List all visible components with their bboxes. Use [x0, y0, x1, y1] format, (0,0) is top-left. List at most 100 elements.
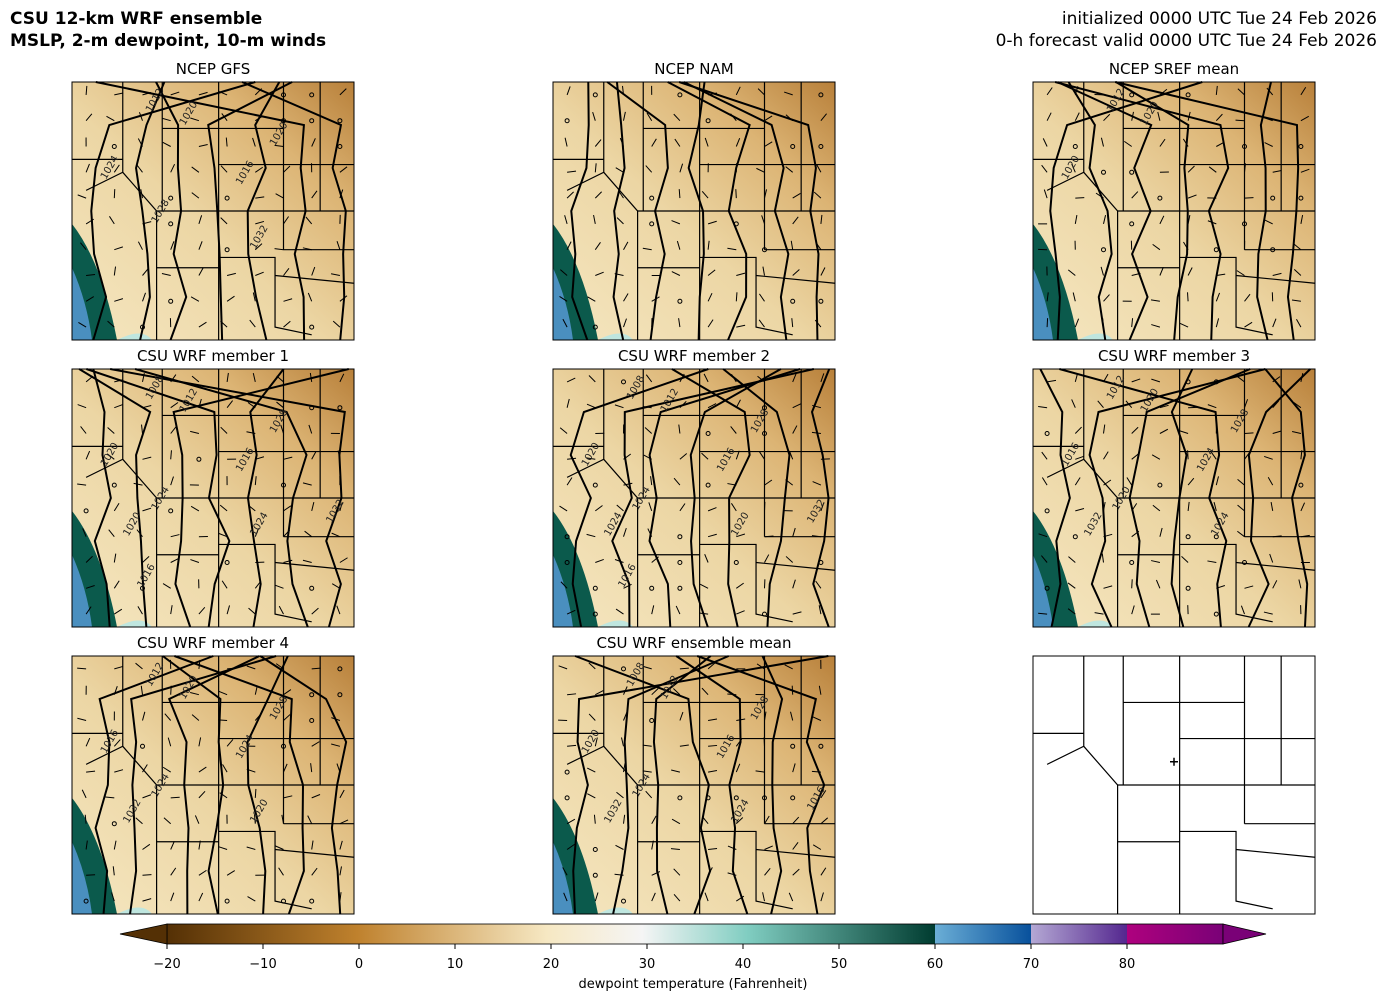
- calm-wind: [1213, 611, 1219, 617]
- calm-wind: [224, 195, 230, 201]
- wind-barb: [304, 530, 313, 538]
- wind-barb: [1244, 399, 1249, 408]
- wind-barb: [142, 372, 145, 383]
- wind-barb: [114, 404, 123, 409]
- wind-barb: [190, 117, 200, 122]
- wind-barb: [587, 793, 596, 799]
- wind-barb: [792, 193, 801, 199]
- wind-barb: [1213, 502, 1217, 512]
- wind-barb: [227, 667, 237, 670]
- wind-barb: [735, 738, 743, 747]
- wind-barb: [1272, 400, 1280, 409]
- wind-barb: [622, 85, 624, 95]
- wind-barb: [759, 451, 765, 460]
- wind-barb: [758, 319, 765, 328]
- calm-wind: [1101, 169, 1106, 175]
- wind-barb: [221, 580, 228, 589]
- wind-barb: [674, 138, 681, 147]
- calm-wind: [790, 144, 796, 149]
- wind-barb: [1207, 220, 1217, 225]
- colorbar-tick-label: 0: [355, 957, 363, 972]
- wind-barb: [707, 867, 713, 876]
- wind-barb: [339, 88, 347, 96]
- wind-barb: [311, 840, 314, 850]
- wind-barb: [615, 844, 624, 850]
- wind-barb: [170, 892, 175, 902]
- wind-barb: [673, 868, 681, 876]
- wind-barb: [811, 431, 821, 434]
- wind-barb: [219, 504, 228, 512]
- wind-barb: [671, 818, 681, 825]
- wind-barb: [593, 814, 596, 824]
- calm-wind: [564, 534, 570, 540]
- calm-wind: [83, 508, 89, 514]
- calm-wind: [649, 195, 655, 201]
- wind-barb: [219, 792, 228, 799]
- panel-title: CSU WRF ensemble mean: [596, 634, 791, 652]
- wind-barb: [254, 713, 262, 721]
- map-panel: [1032, 655, 1316, 915]
- wind-barb: [594, 892, 599, 902]
- wind-barb: [812, 404, 822, 409]
- wind-barb: [1159, 428, 1169, 434]
- wind-barb: [142, 92, 152, 96]
- isobar: [1115, 81, 1190, 341]
- wind-barb: [614, 558, 624, 563]
- wind-barb: [1151, 560, 1161, 563]
- wind-barb: [1094, 612, 1104, 615]
- wind-barb: [646, 112, 653, 121]
- wind-barb: [77, 667, 87, 670]
- wind-barb: [792, 269, 800, 276]
- wind-barb: [1131, 605, 1135, 615]
- colorbar-tick-label: 50: [831, 957, 848, 972]
- panel-frame: [552, 655, 836, 915]
- wind-barb: [736, 533, 746, 538]
- wind-barb: [302, 559, 312, 563]
- calm-wind: [337, 118, 343, 124]
- wind-barb: [566, 477, 573, 486]
- wind-barb: [1100, 137, 1104, 147]
- wind-barb: [1236, 270, 1245, 276]
- calm-wind: [1044, 585, 1050, 591]
- wind-barb: [111, 892, 115, 902]
- isobar: [259, 655, 348, 915]
- wind-barb: [1269, 553, 1274, 563]
- wind-barb: [114, 665, 124, 670]
- wind-barb: [167, 737, 172, 747]
- wind-barb: [137, 241, 143, 250]
- calm-wind: [1270, 195, 1276, 201]
- wind-barb: [679, 744, 689, 747]
- wind-barb: [330, 273, 340, 276]
- wind-barb: [161, 273, 171, 276]
- wind-barb: [198, 790, 206, 799]
- wind-barb: [191, 166, 200, 173]
- wind-barb: [642, 665, 652, 670]
- panel-title: NCEP NAM: [654, 60, 733, 78]
- state-border: [755, 274, 836, 284]
- wind-barb: [792, 868, 800, 876]
- coast-fringe: [598, 907, 633, 914]
- wind-barb: [142, 292, 146, 302]
- wind-barb: [309, 372, 313, 382]
- wind-barb: [792, 763, 796, 773]
- wind-barb: [1187, 214, 1191, 224]
- isobar: [1059, 368, 1228, 628]
- calm-wind: [140, 743, 145, 749]
- wind-barb: [595, 271, 604, 276]
- calm-wind: [111, 144, 117, 149]
- coast-fringe: [117, 620, 152, 627]
- wind-barb: [616, 791, 624, 799]
- wind-barb: [170, 796, 180, 799]
- wind-barb: [1159, 138, 1166, 147]
- wind-barb: [651, 688, 659, 696]
- wind-barb: [113, 266, 117, 276]
- wind-barb: [1270, 501, 1274, 511]
- wind-barb: [106, 453, 115, 460]
- wind-barb: [302, 247, 312, 251]
- wind-barb: [756, 167, 765, 173]
- wind-barb: [198, 840, 201, 850]
- calm-wind: [1185, 92, 1191, 98]
- wind-barb: [820, 867, 827, 876]
- wind-barb: [1103, 479, 1112, 486]
